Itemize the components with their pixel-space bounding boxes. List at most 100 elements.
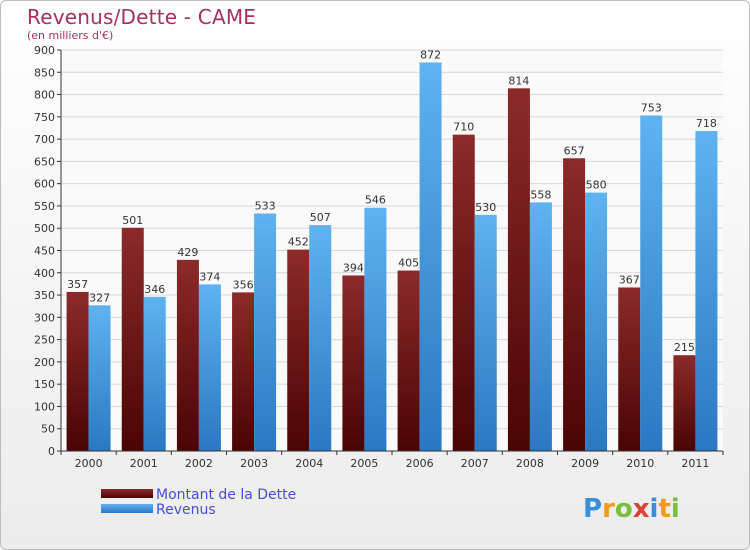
data-label-revenus: 374: [199, 270, 220, 283]
y-tick-label: 50: [41, 423, 55, 436]
y-tick-label: 700: [34, 133, 55, 146]
bar-debt: [66, 291, 89, 451]
bar-revenus: [143, 296, 166, 451]
logo-letter: i: [671, 494, 680, 524]
logo-letter: x: [633, 494, 650, 524]
bar-revenus: [474, 214, 497, 451]
data-label-revenus: 327: [89, 291, 110, 304]
y-tick-label: 800: [34, 89, 55, 102]
x-tick-label: 2004: [295, 457, 323, 470]
data-label-revenus: 507: [310, 211, 331, 224]
bar-revenus: [88, 305, 111, 451]
legend-swatch-debt: [101, 489, 153, 498]
data-label-revenus: 580: [586, 179, 607, 192]
data-label-revenus: 718: [696, 117, 717, 130]
data-label-debt: 710: [453, 121, 474, 134]
bar-debt: [563, 158, 586, 451]
x-tick-label: 2003: [240, 457, 268, 470]
data-label-debt: 657: [564, 144, 585, 157]
y-axis: 0 50 100 150 200 250 300 350 400 450 500 550 600 650 7…: [34, 44, 62, 458]
y-tick-label: 650: [34, 155, 55, 168]
y-tick-label: 150: [34, 378, 55, 391]
y-tick-label: 350: [34, 289, 55, 302]
logo-letter: r: [602, 494, 615, 524]
bar-revenus: [254, 213, 277, 451]
y-tick-label: 0: [48, 445, 55, 458]
x-tick-label: 2006: [406, 457, 434, 470]
x-tick-label: 2011: [681, 457, 709, 470]
x-tick-label: 2000: [75, 457, 103, 470]
data-label-debt: 429: [177, 246, 198, 259]
bar-debt: [232, 292, 255, 451]
bar-debt: [176, 259, 199, 451]
x-tick-label: 2005: [350, 457, 378, 470]
data-label-revenus: 546: [365, 194, 386, 207]
data-label-revenus: 872: [420, 48, 441, 61]
y-tick-label: 550: [34, 200, 55, 213]
x-tick-label: 2009: [571, 457, 599, 470]
legend-swatch-revenus: [101, 504, 153, 513]
bar-debt: [618, 287, 641, 451]
data-label-revenus: 346: [144, 283, 165, 296]
legend-label-debt: Montant de la Dette: [156, 487, 296, 503]
logo-letter: o: [615, 494, 633, 524]
y-tick-label: 500: [34, 222, 55, 235]
bar-revenus: [529, 202, 552, 451]
data-label-debt: 356: [233, 278, 254, 291]
chart-subtitle: (en milliers d'€): [27, 29, 114, 42]
y-tick-label: 300: [34, 311, 55, 324]
y-tick-label: 750: [34, 111, 55, 124]
data-label-debt: 501: [122, 214, 143, 227]
bar-revenus: [309, 225, 332, 451]
logo-letter: P: [583, 494, 602, 524]
data-label-debt: 394: [343, 261, 364, 274]
data-label-debt: 452: [288, 236, 309, 249]
bar-debt: [452, 134, 475, 451]
bar-debt: [121, 227, 144, 451]
bar-revenus: [419, 62, 442, 451]
data-label-revenus: 753: [641, 101, 662, 114]
data-label-revenus: 533: [255, 200, 276, 213]
legend: Montant de la Dette Revenus: [101, 487, 296, 518]
bar-revenus: [640, 115, 663, 451]
x-tick-label: 2002: [185, 457, 213, 470]
y-tick-label: 900: [34, 44, 55, 57]
x-tick-label: 2007: [461, 457, 489, 470]
grid-lines: [61, 49, 723, 452]
data-label-revenus: 558: [530, 188, 551, 201]
bar-debt: [507, 88, 530, 451]
data-label-debt: 357: [67, 278, 88, 291]
data-label-debt: 215: [674, 341, 695, 354]
logo-letter: t: [658, 494, 670, 524]
bar-debt: [342, 275, 365, 451]
bar-revenus: [364, 207, 387, 451]
x-tick-label: 2008: [516, 457, 544, 470]
data-label-revenus: 530: [475, 201, 496, 214]
y-tick-label: 600: [34, 178, 55, 191]
y-tick-label: 450: [34, 245, 55, 258]
bar-debt: [673, 355, 696, 451]
proxiti-logo: Proxiti: [583, 494, 680, 524]
bar-debt: [397, 270, 420, 451]
y-tick-label: 850: [34, 66, 55, 79]
bar-revenus: [198, 284, 221, 451]
bar-revenus: [695, 131, 718, 451]
bar-debt: [287, 249, 310, 451]
x-tick-label: 2010: [626, 457, 654, 470]
y-tick-label: 250: [34, 334, 55, 347]
logo-letter: i: [650, 494, 659, 524]
bar-revenus: [585, 192, 608, 452]
data-label-debt: 814: [508, 74, 529, 87]
data-label-debt: 405: [398, 257, 419, 270]
y-tick-label: 200: [34, 356, 55, 369]
y-tick-label: 100: [34, 400, 55, 413]
chart-title: Revenus/Dette - CAME: [27, 5, 257, 29]
data-label-debt: 367: [619, 273, 640, 286]
legend-label-revenus: Revenus: [156, 502, 216, 518]
x-tick-label: 2001: [130, 457, 158, 470]
y-tick-label: 400: [34, 267, 55, 280]
x-axis: 2000 2001 2002 2003 2004 2005 2006 2007 2008 2009…: [60, 450, 724, 470]
